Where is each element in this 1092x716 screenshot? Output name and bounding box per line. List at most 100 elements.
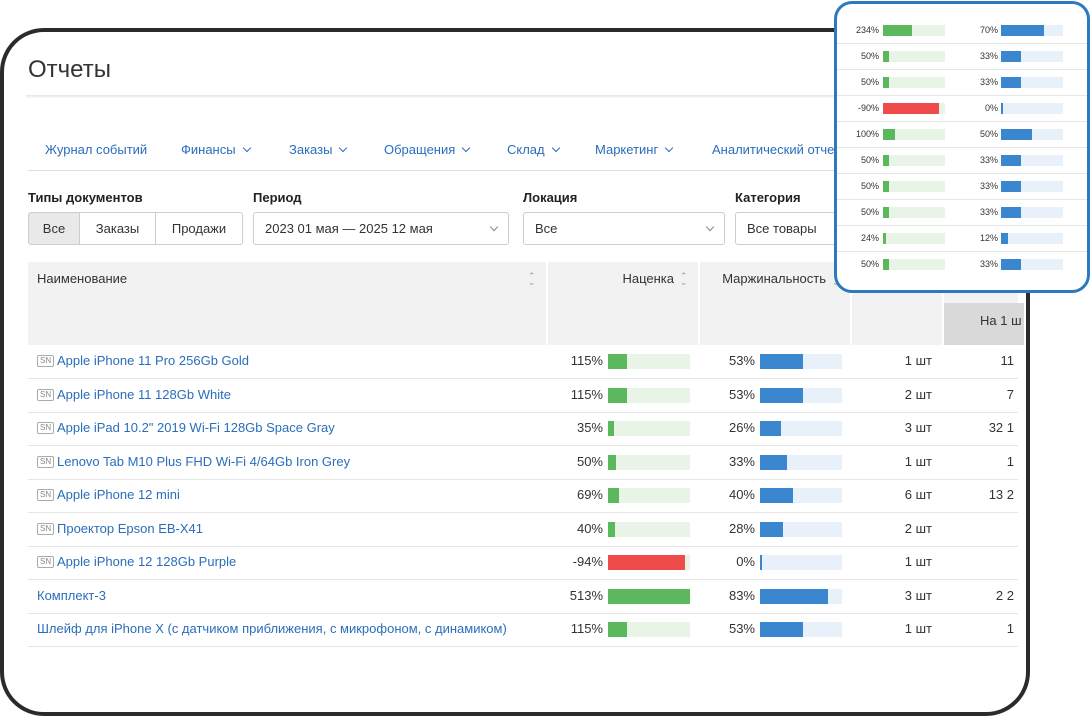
margin-label: 0% <box>984 103 998 113</box>
margin-label: 33% <box>979 77 998 87</box>
bar-track <box>1001 129 1063 140</box>
per-unit-value: 2 2 <box>995 587 1014 603</box>
markup-label: 35% <box>576 420 603 435</box>
bar <box>760 588 829 604</box>
segment-button[interactable]: Все <box>28 212 80 245</box>
markup-label: 115% <box>570 386 603 402</box>
filter-label: Типы документов <box>28 190 143 205</box>
bar <box>608 387 627 403</box>
nav-item[interactable]: Маркетинг <box>595 142 659 157</box>
nav-item[interactable]: Журнал событий <box>45 142 148 157</box>
row-divider <box>837 147 1087 148</box>
row-divider <box>837 173 1087 174</box>
bar-track <box>1001 259 1063 270</box>
bar <box>883 233 886 244</box>
select[interactable]: Все <box>523 212 725 245</box>
quantity: 2 шт <box>904 386 932 402</box>
markup-label: 513% <box>569 587 603 603</box>
quantity: 3 шт <box>904 420 932 435</box>
bar <box>760 421 782 436</box>
bar <box>883 51 890 62</box>
nav-item[interactable]: Финансы <box>181 142 236 157</box>
nav-item[interactable]: Обращения <box>384 142 456 157</box>
bar <box>760 387 804 403</box>
bar-track <box>883 77 945 88</box>
bar <box>760 454 788 470</box>
zoom-callout: 234% 70% 50% 33% 50% 33% -90% 0% 100% 50% 50% 33% 50… <box>834 1 1090 293</box>
bar-track <box>883 181 945 192</box>
segment-button[interactable]: Заказы <box>80 212 156 245</box>
bar <box>608 454 617 470</box>
bar <box>883 155 890 166</box>
row-divider <box>837 121 1087 122</box>
product-link[interactable]: Apple iPhone 11 Pro 256Gb Gold <box>57 353 250 368</box>
per-unit-value: 1 <box>1006 453 1014 469</box>
nav-item[interactable]: Заказы <box>289 142 333 157</box>
bar <box>1001 77 1022 88</box>
bar <box>608 488 620 503</box>
bar-track <box>883 51 945 62</box>
quantity: 1 шт <box>904 453 932 469</box>
bar-track <box>608 488 690 503</box>
bar-track <box>1001 51 1063 62</box>
bar <box>1001 259 1022 270</box>
bar <box>1001 207 1022 218</box>
product-link[interactable]: Apple iPhone 12 mini <box>57 487 180 502</box>
column-separator <box>850 262 852 345</box>
column-separator <box>698 262 700 345</box>
segment-button[interactable]: Продажи <box>156 212 243 245</box>
product-link[interactable]: Шлейф для iPhone X (с датчиком приближен… <box>37 621 507 636</box>
margin-label: 83% <box>728 587 755 603</box>
bar-track <box>608 454 690 470</box>
bar <box>1001 25 1045 36</box>
bar <box>1001 233 1009 244</box>
product-link[interactable]: Lenovo Tab M10 Plus FHD Wi-Fi 4/64Gb Iro… <box>57 453 351 469</box>
column-header[interactable]: Наценка <box>622 271 674 286</box>
nav-item[interactable]: Склад <box>507 142 545 157</box>
markup-label: -90% <box>857 103 879 113</box>
bar <box>883 181 890 192</box>
quantity: 2 шт <box>904 520 932 536</box>
column-separator <box>942 262 944 345</box>
row-divider <box>28 545 1018 547</box>
row-divider <box>837 251 1087 252</box>
bar-track <box>883 25 945 36</box>
bar <box>608 521 615 537</box>
margin-label: 53% <box>728 386 755 402</box>
margin-label: 33% <box>979 181 998 191</box>
per-unit-value: 1 <box>1006 621 1014 636</box>
markup-label: 50% <box>860 155 879 165</box>
nav-item[interactable]: Аналитический отче <box>712 142 835 157</box>
product-link[interactable]: Apple iPhone 12 128Gb Purple <box>57 554 237 569</box>
markup-label: 115% <box>570 621 603 636</box>
row-divider <box>28 445 1018 446</box>
column-header[interactable]: Маржинальность <box>722 271 826 286</box>
markup-label: 115% <box>570 353 603 368</box>
header-subcell <box>944 303 1024 345</box>
bar-track <box>883 129 945 140</box>
product-link[interactable]: Apple iPhone 11 128Gb White <box>57 386 231 402</box>
chevron <box>338 143 348 153</box>
per-unit-value: 13 2 <box>988 487 1014 502</box>
row-divider <box>28 378 1018 379</box>
markup-label: 234% <box>855 25 879 35</box>
margin-label: 53% <box>728 353 755 368</box>
margin-label: 33% <box>979 155 998 165</box>
margin-label: 33% <box>979 51 998 61</box>
product-link[interactable]: Apple iPad 10.2" 2019 Wi-Fi 128Gb Space … <box>57 420 335 435</box>
markup-label: 40% <box>576 520 603 536</box>
product-link[interactable]: Проектор Epson EB-X41 <box>57 520 204 536</box>
nav-divider <box>28 170 1018 171</box>
sn-badge: SN <box>37 489 55 501</box>
product-link[interactable]: Комплект-3 <box>37 587 106 603</box>
sn-badge: SN <box>37 556 55 568</box>
margin-label: 12% <box>979 233 998 243</box>
margin-label: 0% <box>736 554 755 569</box>
bar <box>1001 155 1022 166</box>
markup-label: 50% <box>860 51 879 61</box>
column-header[interactable]: Наименование <box>37 271 128 286</box>
sort-icon: ⌃⌄ <box>680 271 688 287</box>
quantity: 1 шт <box>904 353 932 368</box>
select[interactable]: 2023 01 мая — 2025 12 мая <box>253 212 509 245</box>
